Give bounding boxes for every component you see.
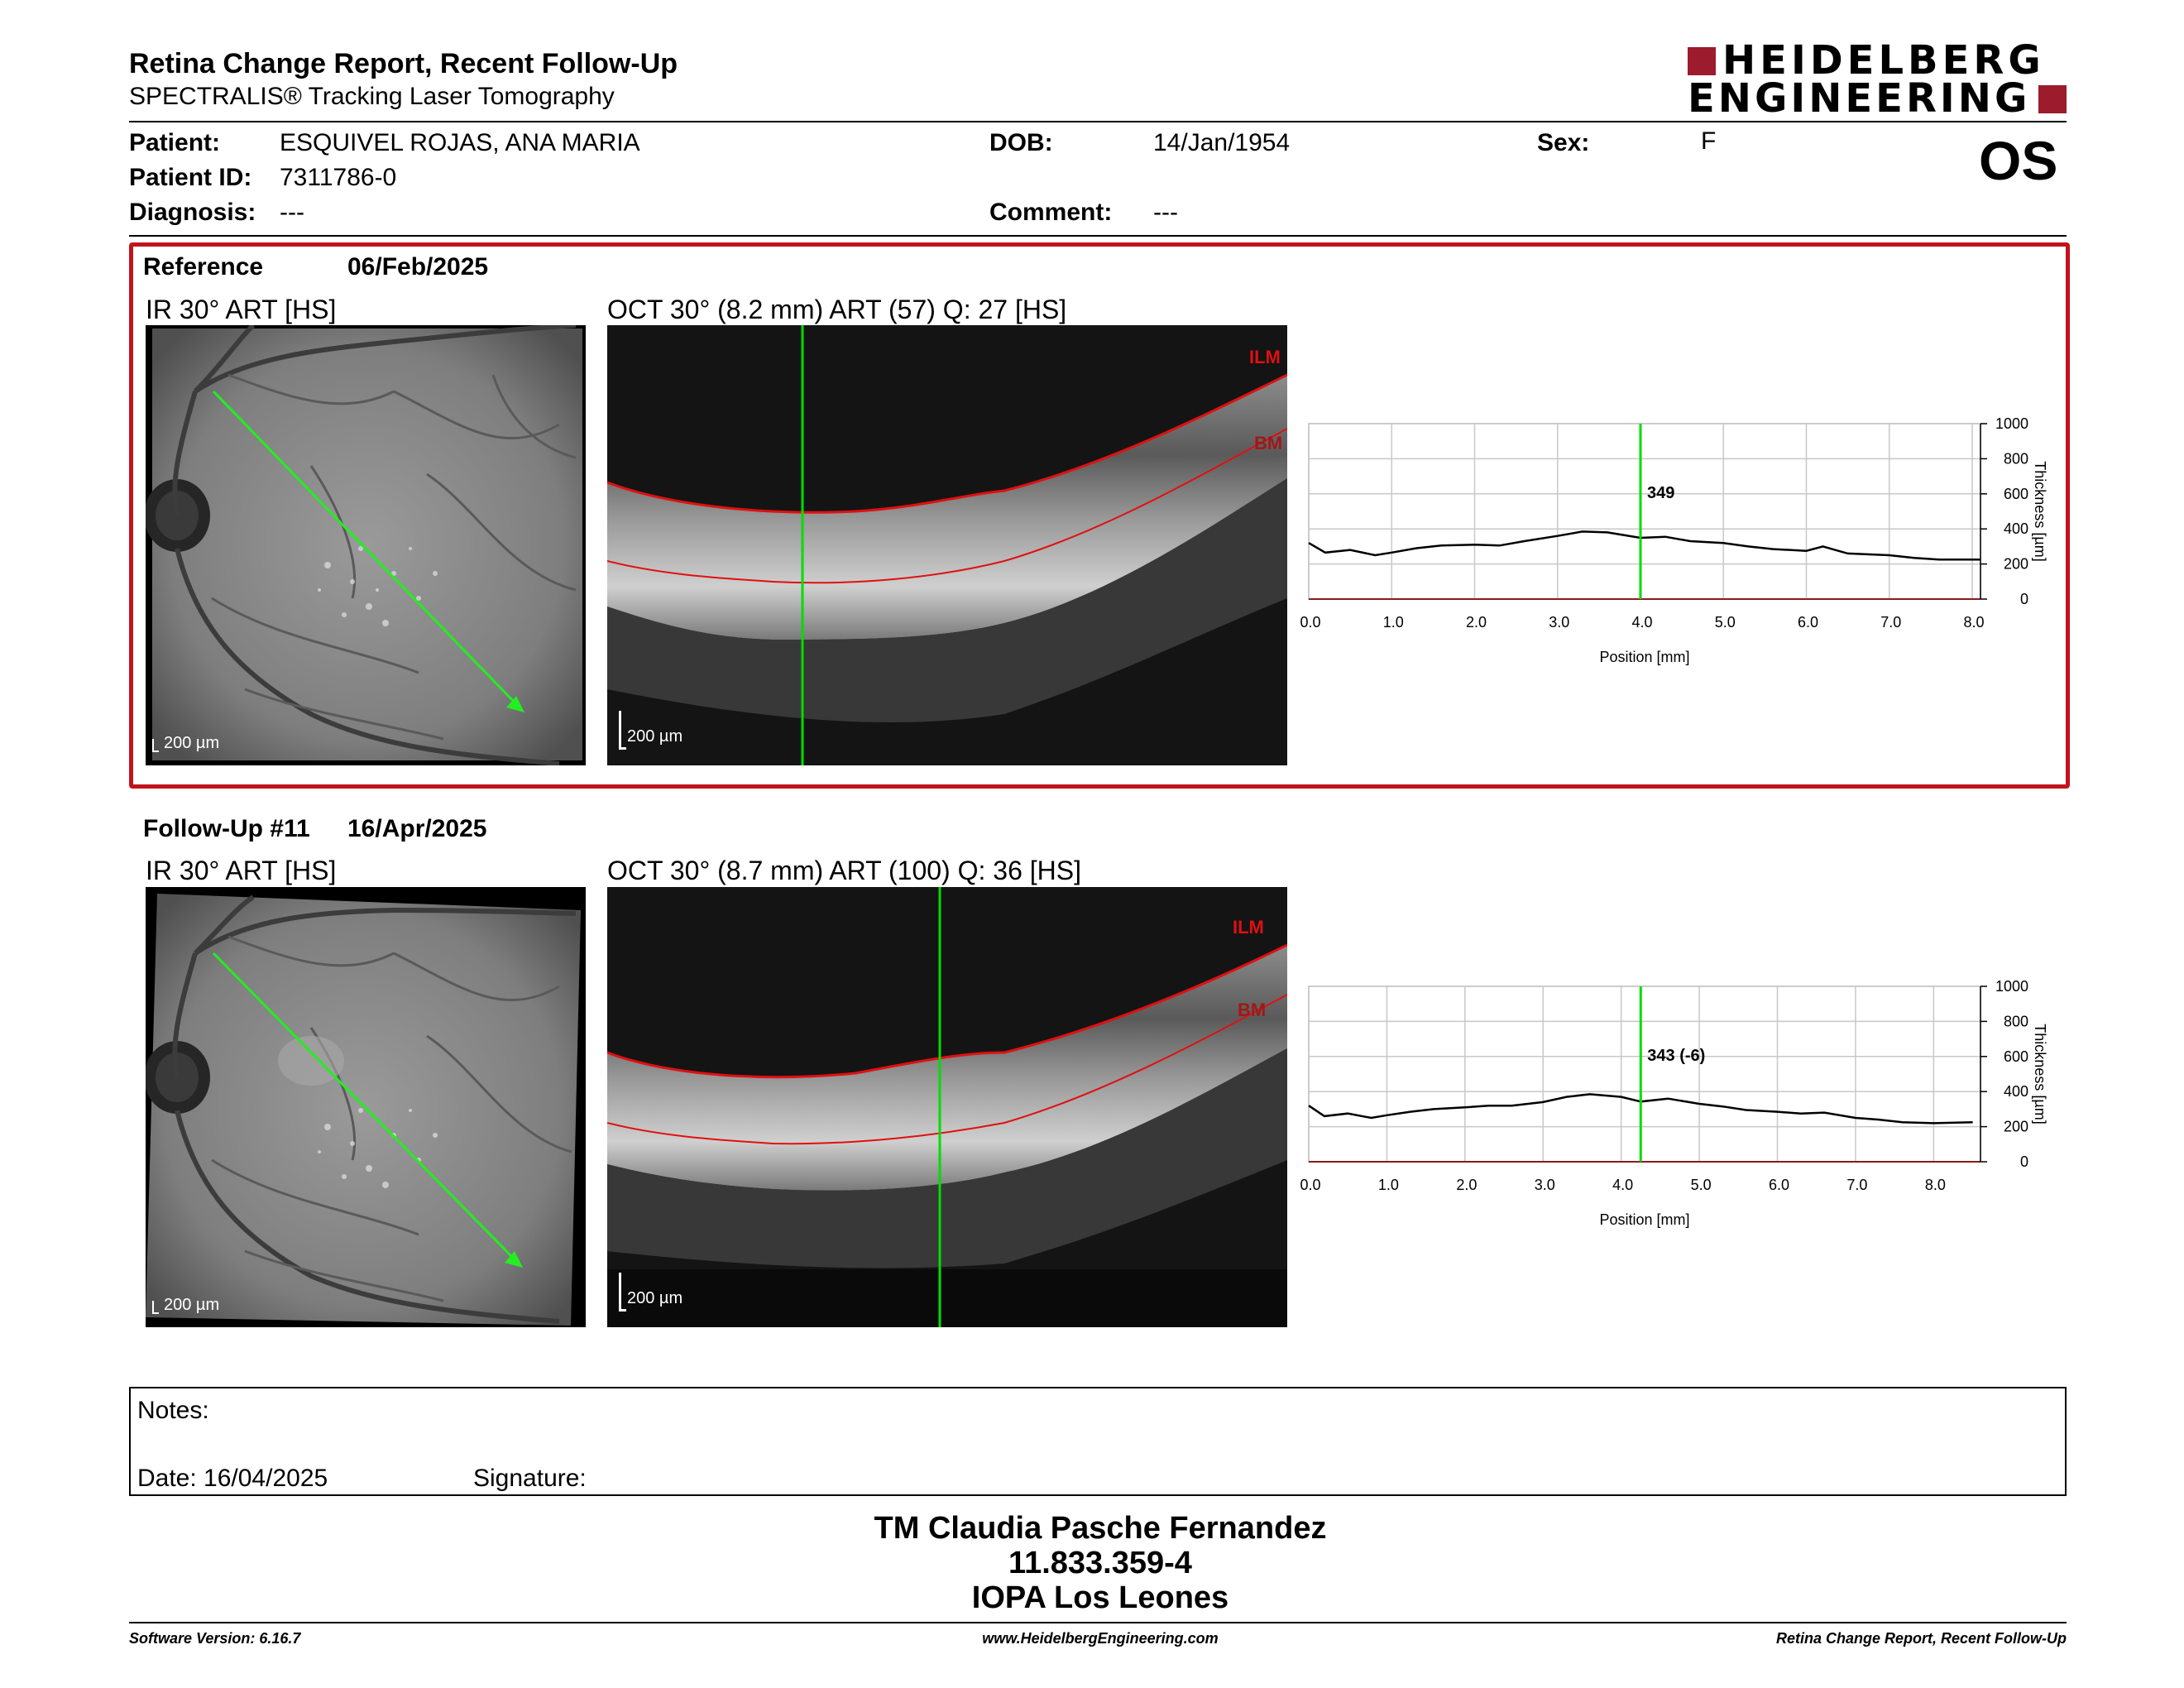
logo-line2: ENGINEERING <box>1688 75 2031 122</box>
x-axis-label: Position [mm] <box>1599 649 1689 665</box>
x-tick-label: 3.0 <box>1535 1177 1555 1193</box>
sex-label: Sex: <box>1537 129 1590 156</box>
followup-oct-title: OCT 30° (8.7 mm) ART (100) Q: 36 [HS] <box>607 856 1081 885</box>
plot-area <box>1308 423 1981 600</box>
cursor-value-label: 343 (-6) <box>1647 1047 1705 1065</box>
reference-thickness-chart: 0.0 1.0 2.0 3.0 4.0 5.0 6.0 7.0 8.0 0 200 400 600 800… <box>1300 415 2048 665</box>
x-tick-label: 4.0 <box>1631 614 1652 631</box>
x-tick-label: 4.0 <box>1612 1177 1633 1193</box>
x-tick-label: 5.0 <box>1715 614 1736 631</box>
followup-ir-scalebar: 200 µm <box>164 1296 220 1314</box>
x-tick-label: 8.0 <box>1963 614 1984 631</box>
notes-date: Date: 16/04/2025 <box>137 1465 328 1492</box>
y-tick-label: 200 <box>2004 1119 2028 1135</box>
followup-label: Follow-Up #11 <box>143 815 310 842</box>
patient-name: ESQUIVEL ROJAS, ANA MARIA <box>280 129 640 156</box>
followup-bm-label: BM <box>1238 1000 1267 1020</box>
reference-label: Reference <box>143 253 264 281</box>
followup-ilm-label: ILM <box>1233 917 1264 938</box>
y-tick-label: 600 <box>2004 486 2028 502</box>
x-axis-label: Position [mm] <box>1599 1211 1689 1228</box>
x-tick-label: 1.0 <box>1378 1177 1399 1193</box>
x-tick-label: 6.0 <box>1798 614 1818 631</box>
plot-area <box>1308 985 1981 1163</box>
followup-oct-scalebar: 200 µm <box>627 1289 683 1307</box>
signer-institution: IOPA Los Leones <box>971 1580 1229 1615</box>
thickness-series-line <box>1308 1093 1973 1125</box>
signer-name: TM Claudia Pasche Fernandez <box>874 1511 1327 1546</box>
footer-website[interactable]: www.HeidelbergEngineering.com <box>982 1630 1219 1647</box>
followup-thickness-chart: 0.0 1.0 2.0 3.0 4.0 5.0 6.0 7.0 8.0 0 200 400 600 800… <box>1300 978 2048 1228</box>
x-tick-label: 2.0 <box>1456 1177 1477 1193</box>
diagnosis-label: Diagnosis: <box>129 199 256 226</box>
reference-oct-scalebar: 200 µm <box>627 727 683 746</box>
x-tick-label: 2.0 <box>1466 614 1487 631</box>
reference-frame <box>129 242 2070 789</box>
y-tick-label: 600 <box>2004 1048 2028 1065</box>
reference-ir-title: IR 30° ART [HS] <box>146 295 337 324</box>
reference-fundus-drawing <box>146 325 582 765</box>
patient-label: Patient: <box>129 129 221 156</box>
x-tick-label: 0.0 <box>1300 1177 1320 1193</box>
x-tick-label: 5.0 <box>1691 1177 1712 1193</box>
reference-ilm-label: ILM <box>1249 347 1281 367</box>
reference-oct-title: OCT 30° (8.2 mm) ART (57) Q: 27 [HS] <box>607 295 1067 324</box>
dob-value: 14/Jan/1954 <box>1153 129 1291 156</box>
x-tick-label: 3.0 <box>1549 614 1569 631</box>
y-tick-label: 400 <box>2004 520 2028 537</box>
x-tick-label: 8.0 <box>1925 1177 1946 1193</box>
notes-label: Notes: <box>137 1397 209 1424</box>
comment-value: --- <box>1153 199 1178 226</box>
y-tick-label: 0 <box>2020 1153 2028 1170</box>
x-tick-label: 0.0 <box>1300 614 1320 631</box>
sex-value: F <box>1701 127 1717 155</box>
x-tick-label: 7.0 <box>1846 1177 1867 1193</box>
diagnosis-value: --- <box>280 199 304 226</box>
report-title: Retina Change Report, Recent Follow-Up <box>129 48 678 79</box>
y-axis-label: Thickness [µm] <box>2032 1024 2048 1124</box>
patient-divider <box>129 235 2067 237</box>
reference-bscan-drawing <box>607 325 1287 765</box>
header-divider <box>129 121 2067 122</box>
followup-fundus-drawing <box>146 894 581 1326</box>
followup-bscan-drawing <box>607 887 1287 1327</box>
y-tick-label: 200 <box>2004 556 2028 573</box>
dob-label: DOB: <box>989 129 1053 156</box>
signer-id: 11.833.359-4 <box>1008 1546 1192 1580</box>
footer-software-version: Software Version: 6.16.7 <box>129 1630 301 1647</box>
x-tick-label: 6.0 <box>1769 1177 1789 1193</box>
footer-report-name: Retina Change Report, Recent Follow-Up <box>1775 1630 2067 1647</box>
reference-ir-image[interactable]: 200 µm <box>146 325 586 765</box>
report-subtitle: SPECTRALIS® Tracking Laser Tomography <box>129 83 615 110</box>
reference-date: 06/Feb/2025 <box>347 253 489 281</box>
followup-oct-image[interactable]: ILM BM 200 µm <box>607 887 1287 1327</box>
cursor-value-label: 349 <box>1647 484 1674 502</box>
eye-indicator: OS <box>1979 130 2058 191</box>
followup-ir-image[interactable]: 200 µm <box>146 887 586 1327</box>
y-tick-label: 1000 <box>1995 415 2028 432</box>
signature-label: Signature: <box>473 1465 587 1492</box>
reference-bm-label: BM <box>1254 433 1283 453</box>
reference-oct-image[interactable]: ILM BM 200 µm <box>607 325 1287 765</box>
patient-id-label: Patient ID: <box>129 164 252 191</box>
x-tick-label: 7.0 <box>1880 614 1901 631</box>
followup-date: 16/Apr/2025 <box>347 815 487 842</box>
comment-label: Comment: <box>989 199 1113 226</box>
y-tick-label: 800 <box>2004 450 2028 467</box>
y-axis-label: Thickness [µm] <box>2032 461 2048 561</box>
reference-ir-scalebar: 200 µm <box>164 734 220 752</box>
notes-box[interactable]: Notes: Date: 16/04/2025 Signature: <box>129 1387 2067 1496</box>
x-tick-label: 1.0 <box>1383 614 1404 631</box>
y-tick-label: 1000 <box>1995 978 2028 995</box>
footer-divider <box>129 1622 2067 1623</box>
heidelberg-logo: HEIDELBERG ENGINEERING <box>1688 41 2068 122</box>
y-tick-label: 800 <box>2004 1013 2028 1029</box>
y-tick-label: 0 <box>2020 591 2028 607</box>
patient-id: 7311786-0 <box>280 164 397 191</box>
logo-line1: HEIDELBERG <box>1722 37 2045 84</box>
y-tick-label: 400 <box>2004 1083 2028 1100</box>
followup-ir-title: IR 30° ART [HS] <box>146 856 337 885</box>
